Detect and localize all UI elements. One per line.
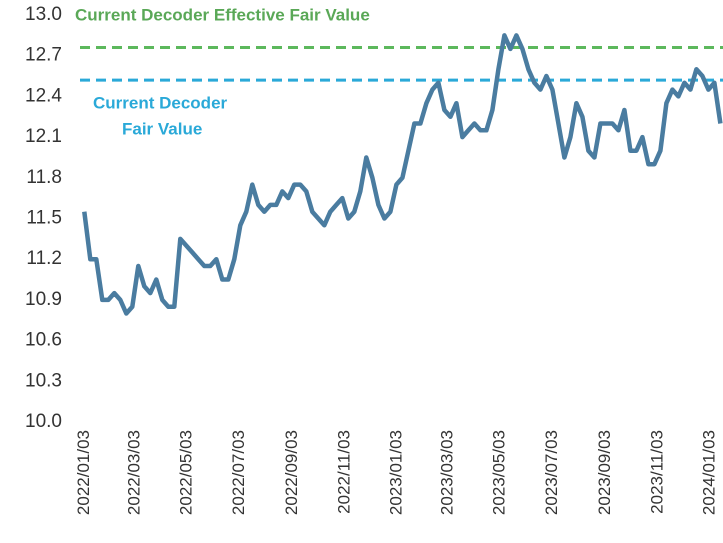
x-tick-label: 2022/09/03 [282,430,301,515]
x-tick-label: 2022/01/03 [74,430,93,515]
y-tick-label: 11.5 [26,208,62,229]
y-tick-label: 10.0 [25,411,62,432]
y-tick-label: 11.8 [26,167,62,188]
x-tick-label: 2023/07/03 [542,430,561,515]
y-tick-label: 10.6 [25,330,62,351]
x-tick-label: 2023/01/03 [387,430,406,515]
annotation: Current Decoder [93,93,228,112]
y-tick-label: 13.0 [25,4,62,25]
annotation: Fair Value [122,119,202,138]
x-tick-label: 2022/07/03 [229,430,248,515]
x-tick-label: 2022/11/03 [334,430,353,514]
annotation: Current Decoder Effective Fair Value [75,5,370,24]
y-tick-label: 12.1 [25,126,62,147]
y-tick-label: 11.2 [26,248,62,269]
x-tick-label: 2022/05/03 [177,430,196,515]
data-line [82,33,723,316]
x-tick-label: 2023/09/03 [595,430,614,515]
x-tick-label: 2022/03/03 [124,430,143,515]
x-tick-label: 2023/03/03 [437,430,456,515]
x-tick-label: 2024/01/03 [700,430,719,515]
y-tick-label: 10.9 [25,289,62,310]
y-tick-label: 12.4 [25,85,62,106]
y-tick-label: 10.3 [25,370,62,391]
x-tick-label: 2023/11/03 [647,430,666,514]
x-tick-label: 2023/05/03 [490,430,509,515]
y-tick-label: 12.7 [25,45,62,66]
